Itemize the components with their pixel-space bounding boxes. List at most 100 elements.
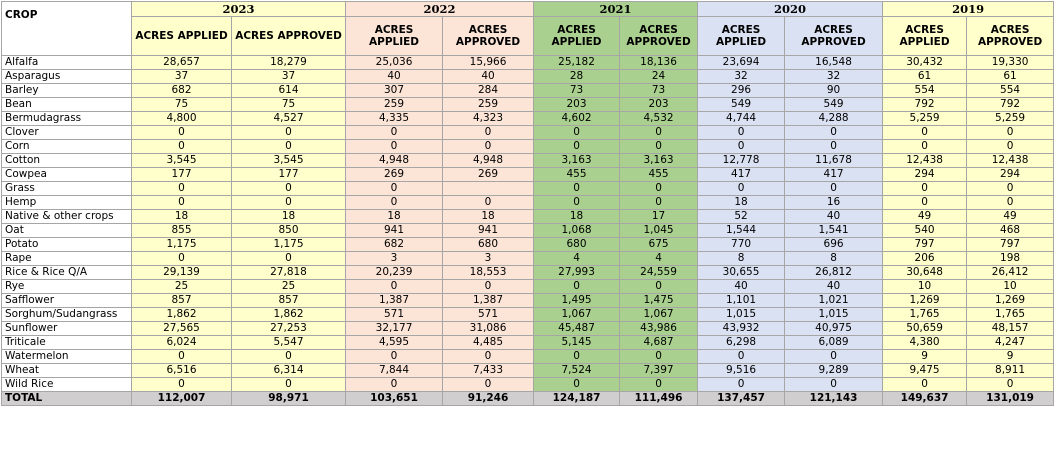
acres-approved-header: ACRES APPROVED	[966, 16, 1054, 56]
table-row: Asparagus 37 37 40 40 28 24 32 32 61 61	[1, 69, 1054, 84]
acres-approved-cell: 0	[784, 349, 884, 364]
acres-applied-cell: 0	[882, 377, 968, 392]
acres-applied-cell: 4,948	[345, 153, 444, 168]
acres-applied-cell: 1,015	[697, 307, 786, 322]
table-row: Cowpea 177 177 269 269 455 455 417 417 294 294	[1, 167, 1054, 182]
acres-applied-cell: 18	[533, 209, 621, 224]
acres-applied-cell: 682	[345, 237, 444, 252]
acres-applied-cell: 294	[882, 167, 968, 182]
table-row: Corn 0 0 0 0 0 0 0 0 0 0	[1, 139, 1054, 154]
acres-applied-cell: 6,516	[131, 363, 232, 378]
acres-applied-cell: 7,844	[345, 363, 444, 378]
acres-applied-cell: 45,487	[533, 321, 621, 336]
acres-applied-cell: 49	[882, 209, 968, 224]
crop-name-cell: Triticale	[1, 335, 132, 350]
acres-approved-cell: 0	[966, 195, 1054, 210]
acres-approved-cell: 27,253	[230, 321, 347, 336]
acres-applied-cell: 25	[131, 279, 232, 294]
crop-name-cell: Rye	[1, 279, 132, 294]
acres-approved-cell: 203	[619, 97, 699, 112]
acres-applied-cell: 5,145	[533, 335, 621, 350]
acres-approved-header: ACRES APPROVED	[230, 16, 347, 56]
table-row: Hemp 0 0 0 0 0 0 18 16 0 0	[1, 195, 1054, 210]
acres-applied-cell: 3,545	[131, 153, 232, 168]
acres-applied-cell: 0	[882, 125, 968, 140]
acres-approved-cell: 18	[230, 209, 347, 224]
crop-name-cell: Cotton	[1, 153, 132, 168]
acres-approved-cell: 4,485	[442, 335, 535, 350]
acres-applied-cell: 1,067	[533, 307, 621, 322]
acres-approved-cell: 614	[230, 83, 347, 98]
acres-approved-cell: 0	[784, 139, 884, 154]
acres-applied-cell: 0	[131, 139, 232, 154]
total-label: TOTAL	[1, 391, 132, 406]
table-row: Grass 0 0 0 0 0 0 0 0 0	[1, 181, 1054, 196]
acres-approved-cell: 0	[230, 251, 347, 266]
acres-applied-cell: 0	[345, 349, 444, 364]
acres-approved-cell: 40,975	[784, 321, 884, 336]
acres-applied-cell: 9	[882, 349, 968, 364]
acres-applied-cell: 307	[345, 83, 444, 98]
table-row: Wheat 6,516 6,314 7,844 7,433 7,524 7,397 9,516…	[1, 363, 1054, 378]
acres-approved-cell: 18,279	[230, 55, 347, 70]
acres-approved-cell: 4,532	[619, 111, 699, 126]
acres-applied-cell: 0	[345, 125, 444, 140]
acres-approved-cell: 0	[442, 195, 535, 210]
acres-applied-cell: 455	[533, 167, 621, 182]
acres-approved-cell: 9,289	[784, 363, 884, 378]
crop-name-cell: Safflower	[1, 293, 132, 308]
acres-applied-cell: 25,036	[345, 55, 444, 70]
acres-applied-cell: 4,335	[345, 111, 444, 126]
total-acres-applied-cell: 149,637	[882, 391, 968, 406]
acres-applied-cell: 8	[697, 251, 786, 266]
acres-approved-header: ACRES APPROVED	[442, 16, 535, 56]
acres-applied-cell: 0	[533, 139, 621, 154]
acres-applied-cell: 0	[131, 125, 232, 140]
total-acres-applied-cell: 112,007	[131, 391, 232, 406]
acres-applied-cell: 30,432	[882, 55, 968, 70]
acres-applied-cell: 10	[882, 279, 968, 294]
acres-approved-cell: 7,433	[442, 363, 535, 378]
acres-approved-cell: 0	[619, 349, 699, 364]
acres-applied-cell: 9,516	[697, 363, 786, 378]
acres-approved-cell: 696	[784, 237, 884, 252]
acres-approved-cell: 1,269	[966, 293, 1054, 308]
acres-approved-cell: 73	[619, 83, 699, 98]
acres-applied-cell: 18	[697, 195, 786, 210]
acres-approved-cell: 675	[619, 237, 699, 252]
table-row: Cotton 3,545 3,545 4,948 4,948 3,163 3,163 12,7…	[1, 153, 1054, 168]
acres-applied-cell: 50,659	[882, 321, 968, 336]
crop-name-cell: Bean	[1, 97, 132, 112]
acres-applied-cell: 0	[533, 279, 621, 294]
acres-applied-cell: 540	[882, 223, 968, 238]
acres-approved-cell: 8	[784, 251, 884, 266]
crop-name-cell: Bermudagrass	[1, 111, 132, 126]
acres-approved-header: ACRES APPROVED	[784, 16, 884, 56]
acres-applied-cell: 3,163	[533, 153, 621, 168]
acres-applied-cell: 0	[131, 195, 232, 210]
crop-column-header: CROP	[1, 1, 132, 56]
acres-applied-cell: 269	[345, 167, 444, 182]
acres-approved-cell: 0	[442, 139, 535, 154]
acres-approved-cell: 0	[442, 279, 535, 294]
table-row: Wild Rice 0 0 0 0 0 0 0 0 0 0	[1, 377, 1054, 392]
total-acres-approved-cell: 98,971	[230, 391, 347, 406]
acres-applied-cell: 0	[345, 195, 444, 210]
total-acres-applied-cell: 124,187	[533, 391, 621, 406]
acres-approved-cell: 3,545	[230, 153, 347, 168]
acres-applied-cell: 7,524	[533, 363, 621, 378]
acres-applied-cell: 4	[533, 251, 621, 266]
total-acres-approved-cell: 91,246	[442, 391, 535, 406]
acres-applied-cell: 0	[345, 139, 444, 154]
acres-applied-cell: 0	[345, 181, 444, 196]
acres-approved-cell: 18,553	[442, 265, 535, 280]
acres-approved-cell: 0	[619, 181, 699, 196]
acres-approved-cell: 857	[230, 293, 347, 308]
acres-approved-cell: 61	[966, 69, 1054, 84]
acres-approved-cell: 0	[784, 125, 884, 140]
crop-name-cell: Barley	[1, 83, 132, 98]
acres-approved-cell: 0	[966, 125, 1054, 140]
acres-approved-cell: 40	[442, 69, 535, 84]
acres-applied-cell: 1,495	[533, 293, 621, 308]
acres-applied-cell: 0	[697, 349, 786, 364]
